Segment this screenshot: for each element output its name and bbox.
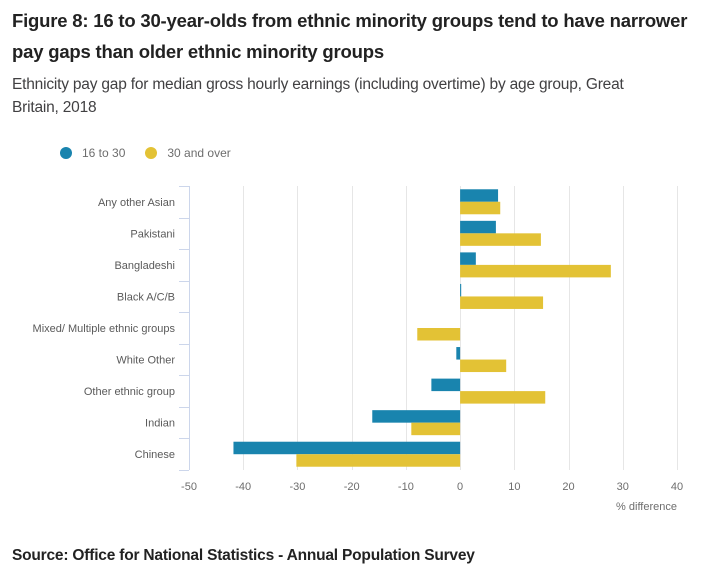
bar-16-to-30[interactable]	[460, 283, 462, 297]
category-label: Other ethnic group	[84, 386, 175, 398]
legend-item-16-to-30[interactable]: 16 to 30	[60, 146, 125, 160]
x-tick-label: 0	[457, 481, 463, 493]
category-label: White Other	[116, 355, 175, 367]
bar-chart: Any other Asian Pakistani Bangladeshi Black…	[33, 186, 683, 513]
x-axis: -50 -40 -30 -20 -10 0 10 20 30 40 % difference	[181, 481, 683, 513]
bar-30-and-over[interactable]	[460, 201, 501, 215]
bar-30-and-over[interactable]	[417, 328, 461, 341]
bar-16-to-30[interactable]	[372, 410, 461, 423]
bar-16-to-30[interactable]	[233, 441, 461, 455]
bar-16-to-30[interactable]	[456, 347, 461, 360]
category-label: Pakistani	[130, 228, 175, 240]
source-note: Source: Office for National Statistics -…	[12, 547, 475, 564]
category-label: Black A/C/B	[117, 291, 175, 303]
bar-30-and-over[interactable]	[411, 422, 461, 436]
category-label: Any other Asian	[98, 197, 175, 209]
y-axis: Any other Asian Pakistani Bangladeshi Black…	[33, 186, 190, 471]
bar-16-to-30[interactable]	[431, 378, 461, 392]
x-tick-label: 20	[562, 481, 574, 493]
x-tick-label: 30	[617, 481, 629, 493]
bar-30-and-over[interactable]	[460, 264, 611, 278]
category-label: Chinese	[135, 449, 175, 461]
x-tick-label: 40	[671, 481, 683, 493]
x-tick-label: -20	[344, 481, 360, 493]
legend-marker-16-to-30	[60, 147, 72, 159]
legend-marker-30-and-over	[145, 147, 158, 159]
bars	[233, 189, 611, 467]
legend-label: 30 and over	[167, 146, 231, 160]
legend-label: 16 to 30	[82, 146, 126, 160]
bar-30-and-over[interactable]	[460, 359, 507, 373]
x-tick-label: -40	[235, 481, 251, 493]
x-tick-label: -10	[398, 481, 414, 493]
bar-16-to-30[interactable]	[460, 252, 476, 265]
x-tick-label: -30	[289, 481, 305, 493]
category-label: Mixed/ Multiple ethnic groups	[33, 323, 176, 335]
bar-30-and-over[interactable]	[296, 454, 461, 467]
x-tick-label: -50	[181, 481, 197, 493]
x-axis-title: % difference	[616, 501, 677, 513]
bar-30-and-over[interactable]	[460, 296, 544, 309]
bar-30-and-over[interactable]	[460, 233, 541, 246]
bar-30-and-over[interactable]	[460, 391, 546, 404]
category-label: Indian	[145, 418, 175, 430]
chart-subtitle: Ethnicity pay gap for median gross hourl…	[12, 76, 624, 116]
x-tick-label: 10	[508, 481, 520, 493]
bar-16-to-30[interactable]	[460, 189, 499, 202]
chart-title: Figure 8: 16 to 30-year-olds from ethnic…	[12, 10, 688, 62]
legend-item-30-and-over[interactable]: 30 and over	[145, 146, 231, 160]
legend: 16 to 30 30 and over	[60, 145, 251, 161]
category-label: Bangladeshi	[114, 260, 175, 272]
bar-16-to-30[interactable]	[460, 220, 496, 234]
